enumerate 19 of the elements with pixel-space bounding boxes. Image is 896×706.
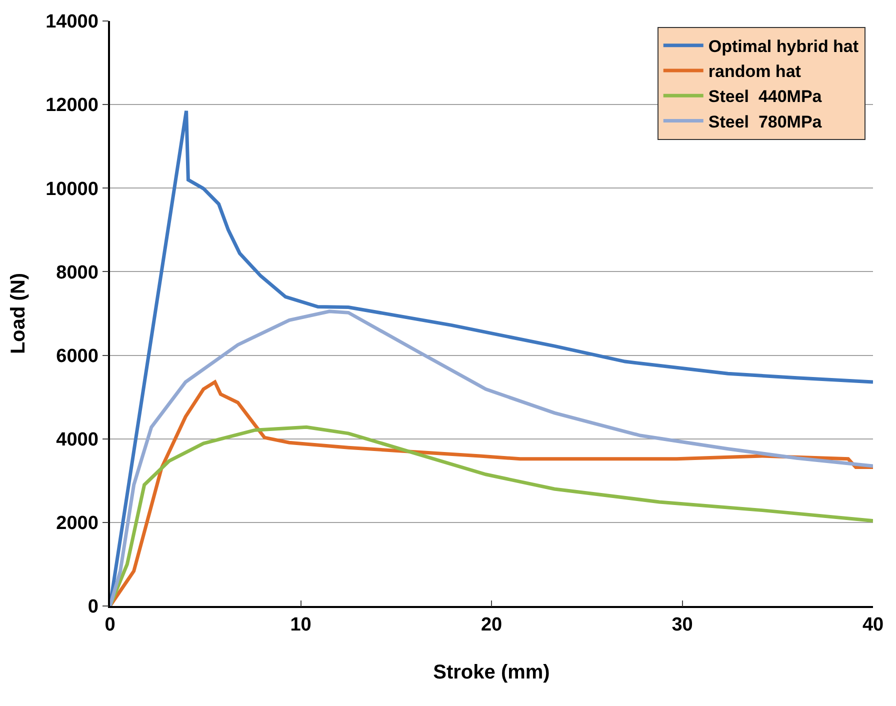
y-tick-label: 6000 <box>56 346 98 367</box>
legend-label: Optimal hybrid hat <box>708 37 859 56</box>
x-tick-label: 30 <box>672 614 693 636</box>
y-tick-label: 10000 <box>46 178 98 200</box>
x-tick-label: 0 <box>104 614 116 636</box>
x-tick-label: 20 <box>480 614 502 636</box>
y-tick-label: 14000 <box>46 12 98 33</box>
y-tick-label: 0 <box>88 596 98 618</box>
y-tick-label: 4000 <box>56 430 98 451</box>
y-tick-label: 2000 <box>56 513 98 534</box>
x-tick-label: 40 <box>862 614 884 636</box>
legend-label: random hat <box>708 62 802 82</box>
y-tick-label: 8000 <box>56 262 98 284</box>
legend-label: Steel 440MPa <box>708 87 822 106</box>
x-axis-title: Stroke (mm) <box>433 662 550 684</box>
y-tick-label: 12000 <box>46 95 98 116</box>
legend-label: Steel 780MPa <box>708 112 822 132</box>
x-tick-label: 10 <box>290 614 312 636</box>
y-axis-title: Load (N) <box>8 272 30 354</box>
